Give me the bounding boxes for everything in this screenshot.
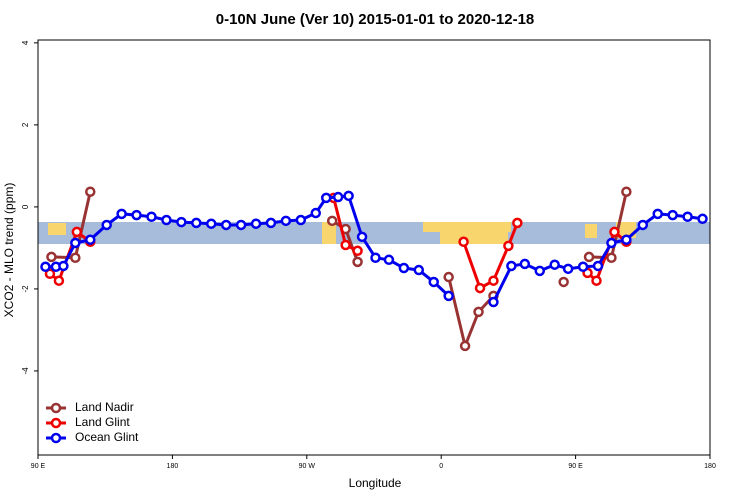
point [549, 259, 560, 270]
point [58, 260, 69, 272]
point [191, 217, 202, 229]
point [71, 226, 83, 238]
point [591, 275, 602, 286]
point [220, 219, 232, 231]
x-axis-label: Longitude [349, 476, 402, 490]
point [473, 306, 484, 318]
point [265, 217, 277, 229]
point [53, 275, 65, 286]
point [488, 275, 499, 286]
point [295, 214, 307, 226]
point [116, 208, 127, 220]
land-band [440, 232, 508, 244]
y-tick-label: -4 [21, 367, 30, 375]
y-tick-label: 0 [21, 204, 30, 209]
point [682, 211, 693, 222]
point [352, 245, 363, 257]
point [398, 262, 410, 274]
point [383, 254, 395, 266]
point [558, 276, 569, 288]
x-tick-label: 180 [704, 463, 716, 470]
land-band [585, 224, 597, 238]
point [592, 260, 604, 272]
point [697, 213, 708, 225]
point [606, 252, 617, 264]
point [310, 207, 322, 219]
point [428, 276, 439, 288]
point [443, 290, 454, 302]
point [519, 258, 531, 270]
legend-label: Ocean Glint [75, 430, 139, 444]
point [443, 271, 454, 283]
legend-marker [50, 417, 62, 429]
series-line [45, 194, 703, 303]
point [70, 252, 81, 264]
point [40, 261, 51, 273]
point [356, 231, 368, 243]
legend-marker [50, 402, 62, 414]
y-axis-label: XCO2 - MLO trend (ppm) [2, 183, 16, 318]
x-tick-label: 180 [167, 463, 179, 470]
point [44, 268, 56, 279]
point [280, 215, 292, 227]
legend-label: Land Glint [75, 415, 130, 429]
point [352, 256, 363, 268]
point [46, 251, 57, 263]
point [577, 261, 589, 273]
point [70, 237, 81, 249]
plot-frame [37, 39, 711, 456]
point [413, 264, 425, 276]
y-tick-label: 4 [21, 40, 30, 45]
point [326, 215, 338, 227]
x-tick-label: 0 [439, 463, 443, 470]
point [101, 219, 112, 231]
x-tick-label: 90 E [568, 463, 583, 470]
point [474, 282, 486, 294]
point [503, 240, 514, 252]
point [459, 340, 471, 352]
point [161, 214, 172, 226]
point [458, 236, 469, 248]
land-band [322, 222, 336, 244]
point [131, 209, 142, 221]
point [562, 263, 574, 275]
point [85, 234, 96, 245]
chart-title: 0-10N June (Ver 10) 2015-01-01 to 2020-1… [216, 11, 535, 28]
point [534, 265, 546, 277]
point [512, 217, 523, 229]
point [609, 226, 620, 238]
point [235, 219, 247, 231]
x-tick-label: 90 E [31, 463, 46, 470]
point [332, 191, 344, 203]
point [606, 237, 617, 249]
ocean-band [38, 222, 710, 244]
point [621, 186, 632, 197]
point [85, 186, 96, 197]
legend-label: Land Nadir [75, 400, 134, 414]
point [343, 190, 354, 202]
y-tick-label: -2 [21, 285, 30, 293]
point [652, 208, 663, 220]
point [667, 209, 678, 221]
point [250, 218, 262, 229]
point [506, 260, 517, 272]
point [621, 234, 632, 245]
point [205, 218, 217, 229]
x-tick-label: 90 W [299, 463, 316, 470]
point [340, 239, 351, 251]
point [146, 211, 157, 222]
point [320, 192, 332, 204]
land-band [48, 223, 66, 235]
point [583, 251, 595, 263]
point [370, 252, 381, 264]
point [176, 216, 187, 228]
y-tick-label: 2 [21, 122, 30, 127]
point [488, 296, 499, 308]
land-band [423, 222, 511, 232]
point [637, 219, 649, 231]
legend-marker [50, 432, 62, 444]
